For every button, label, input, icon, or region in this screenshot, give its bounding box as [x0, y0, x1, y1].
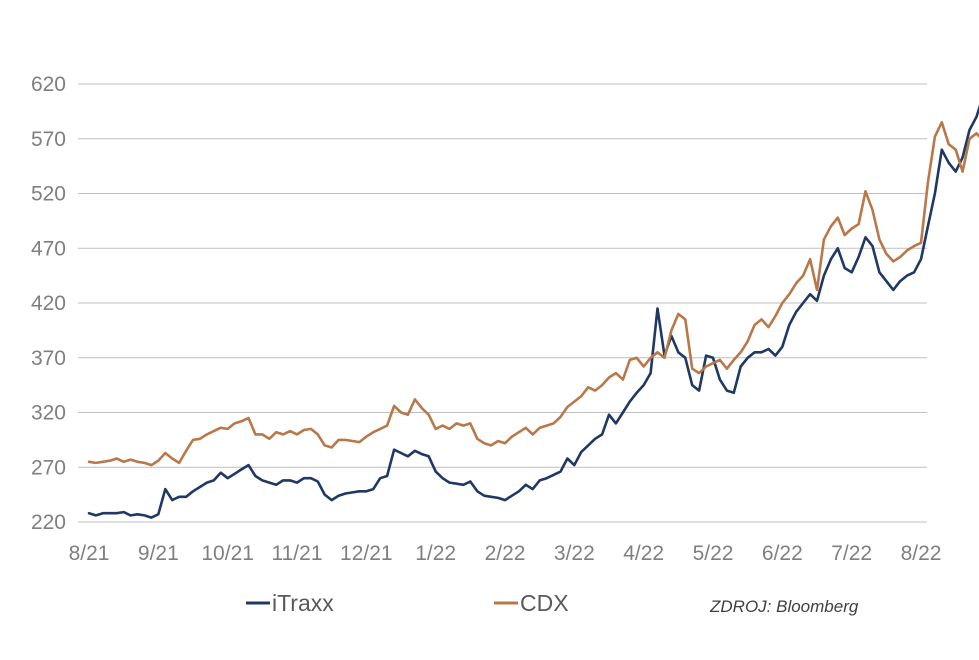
- y-tick-label: 570: [31, 128, 66, 151]
- legend-label: iTraxx: [272, 590, 334, 616]
- x-tick-label: 11/21: [272, 542, 323, 565]
- x-tick-label: 3/22: [554, 542, 595, 565]
- y-tick-label: 470: [31, 237, 66, 260]
- series-lines: [87, 104, 979, 519]
- gridlines: [78, 83, 927, 468]
- y-tick-label: 320: [31, 402, 66, 425]
- x-tick-label: 6/22: [762, 542, 803, 565]
- x-tick-label: 8/22: [901, 542, 942, 565]
- source-note: ZDROJ: Bloomberg: [709, 597, 859, 616]
- y-axis-ticks: 220 270 320 370 420 470 520 570 620: [31, 73, 66, 534]
- series-line-cdx: [87, 121, 979, 467]
- y-tick-label: 270: [31, 456, 66, 479]
- x-tick-label: 2/22: [485, 542, 526, 565]
- y-tick-label: 220: [31, 511, 66, 534]
- x-tick-label: 12/21: [340, 542, 393, 565]
- legend-item-cdx: CDX: [494, 590, 569, 616]
- x-tick-label: 10/21: [201, 542, 254, 565]
- y-tick-label: 620: [31, 73, 66, 96]
- y-tick-label: 420: [31, 292, 66, 315]
- x-tick-label: 9/21: [138, 542, 179, 565]
- x-tick-label: 1/22: [415, 542, 456, 565]
- x-tick-label: 5/22: [693, 542, 734, 565]
- x-tick-label: 8/21: [69, 542, 110, 565]
- x-axis-ticks: 8/21 9/21 10/21 11/21 12/21 1/22 2/22 3/22 4/22 5…: [69, 542, 942, 565]
- y-tick-label: 370: [31, 347, 66, 370]
- x-tick-label: 4/22: [623, 542, 664, 565]
- y-tick-label: 520: [31, 183, 66, 206]
- series-line-itraxx: [87, 104, 979, 519]
- legend: iTraxx CDX: [246, 590, 569, 616]
- legend-label: CDX: [520, 590, 569, 616]
- x-tick-label: 7/22: [831, 542, 872, 565]
- legend-item-itraxx: iTraxx: [246, 590, 334, 616]
